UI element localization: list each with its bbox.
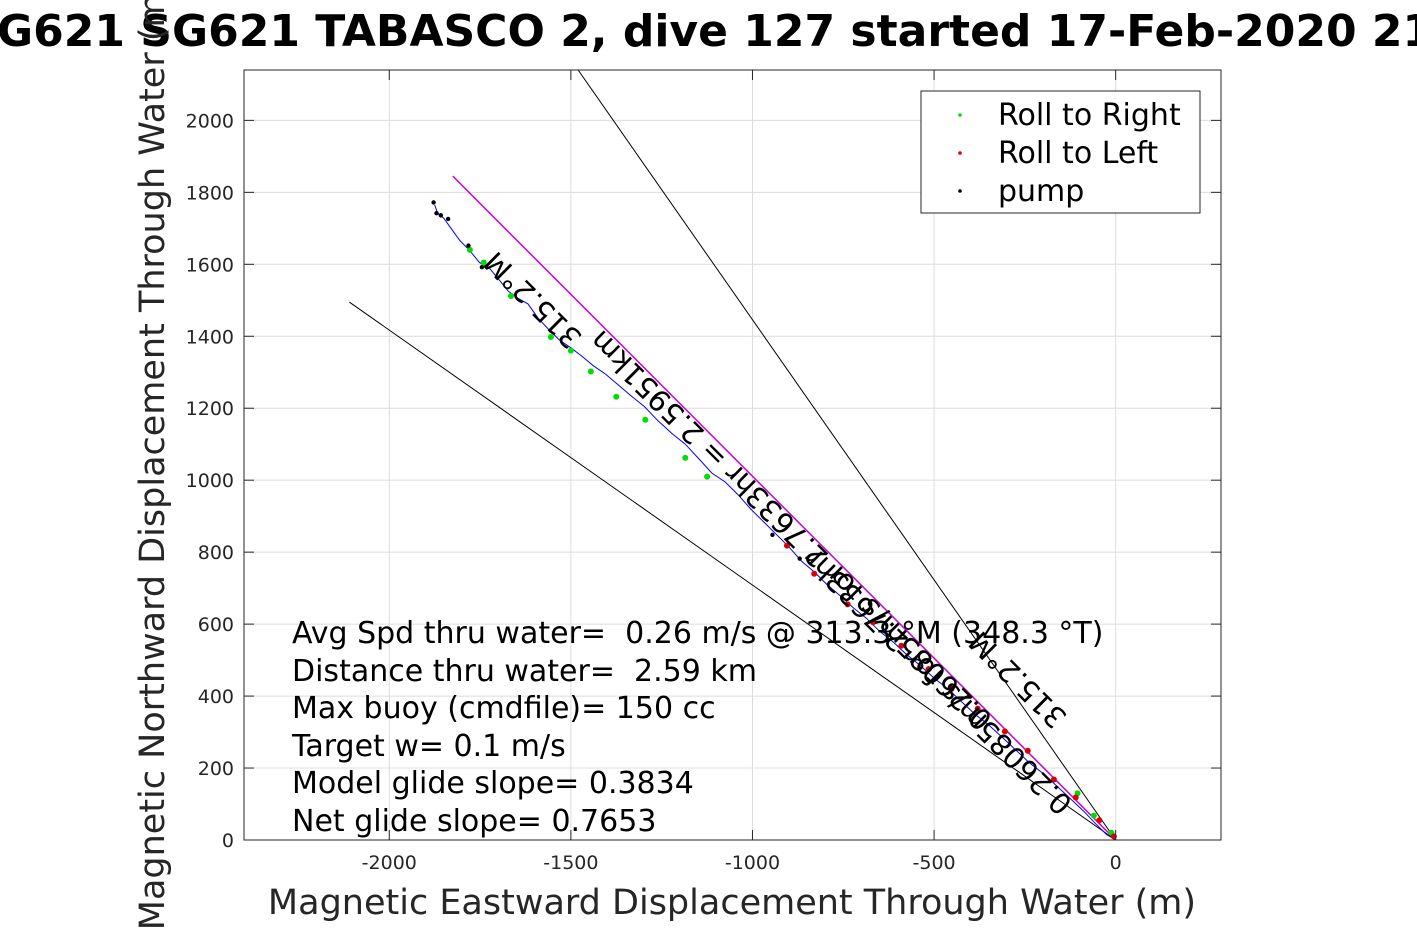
plot-frame [243,69,1222,841]
roll-right-point [547,333,554,340]
roll-right-point [682,454,689,461]
legend: Roll to Right Roll to Left pump [920,90,1201,214]
annotation-target-w: Target w= 0.1 m/s [291,729,566,764]
roll-left-point [1050,776,1057,783]
pump-point [479,264,485,270]
y-tick-label: 1600 [186,254,234,276]
roll-right-point [466,246,473,253]
annotation-avg-speed: Avg Spd thru water= 0.26 m/s @ 313.3 °M … [292,616,1103,651]
roll-left-point [811,570,818,577]
roll-right-point [480,259,487,266]
y-tick-label: 1000 [186,470,234,492]
pump-point [770,532,775,538]
roll-right-point [642,416,649,423]
y-tick-label: 1200 [186,398,234,420]
tick-layer: -2000 -1500 -1000 -500 0 0 200 400 600 800 1000 120… [186,70,1221,874]
roll-right-point [587,368,594,375]
y-tick-label: 2000 [186,110,234,132]
envelope-line [349,301,1116,841]
roll-left-point [1072,794,1079,801]
annotation-max-buoy: Max buoy (cmdfile)= 150 cc [292,691,716,726]
glider-track [434,204,1116,841]
legend-marker-roll-right [958,113,962,117]
roll-left-point [898,642,905,649]
y-tick-label: 0 [222,830,234,852]
roll-left-point [925,666,932,673]
pump-point [431,200,436,205]
chart-title: SG621 SG621 TABASCO 2, dive 127 started … [0,6,1417,57]
y-tick-label: 800 [198,542,234,564]
legend-marker-roll-left [958,151,962,155]
pump-point [466,243,471,248]
roll-left-point [974,705,981,712]
y-tick-label: 1800 [186,182,234,204]
roll-left-point [870,619,877,626]
legend-box [920,90,1201,214]
pump-point [438,213,444,218]
roll-left-point [783,542,790,549]
x-axis-label: Magnetic Eastward Displacement Through W… [268,883,1196,923]
roll-right-point [507,292,514,299]
legend-label-pump: pump [998,174,1084,209]
envelope-line [577,69,1117,841]
x-tick-label: 0 [1110,852,1122,874]
legend-marker-pump [958,189,962,193]
y-tick-label: 200 [198,758,234,780]
roll-left-point [1096,817,1103,824]
pump-point [797,556,802,561]
legend-label-roll-left: Roll to Left [998,136,1158,171]
annotation-model-glide: Model glide slope= 0.3834 [292,766,694,801]
y-tick-label: 400 [198,686,234,708]
pump-point [434,211,439,216]
y-tick-label: 600 [198,614,234,636]
x-tick-label: -500 [913,852,956,874]
y-axis-label: Magnetic Northward Displacement Through … [133,0,173,930]
roll-right-point [613,393,620,400]
roll-left-point [1024,747,1031,754]
annotation-distance: Distance thru water= 2.59 km [292,654,757,689]
roll-left-point [1001,728,1008,735]
annotation-block: Avg Spd thru water= 0.26 m/s @ 313.3 °M … [291,616,1103,839]
roll-right-point [704,473,711,480]
roll-right-point [1090,812,1097,819]
pump-point [445,216,451,222]
roll-right-point [567,347,574,354]
x-tick-label: -2000 [362,852,417,874]
roll-left-point [844,601,851,608]
x-tick-label: -1500 [543,852,598,874]
annotation-net-glide: Net glide slope= 0.7653 [292,804,656,839]
track-layer [434,204,1116,841]
y-tick-label: 1400 [186,326,234,348]
grid-layer [244,70,1221,841]
legend-label-roll-right: Roll to Right [998,98,1181,133]
x-tick-label: -1000 [725,852,780,874]
markers-layer [431,200,1117,840]
roll-left-point [948,685,955,692]
